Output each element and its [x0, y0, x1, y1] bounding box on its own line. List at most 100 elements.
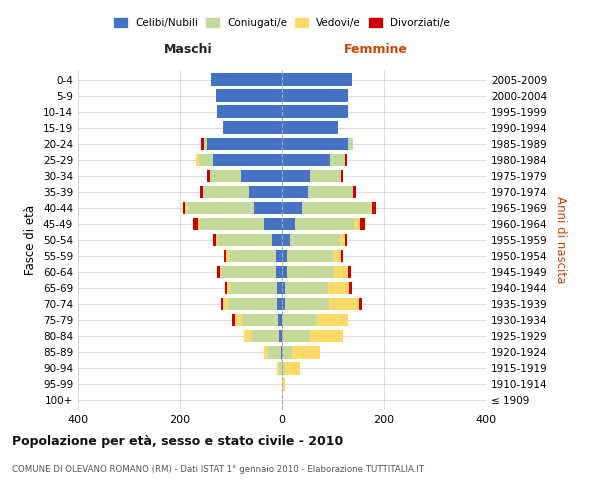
- Bar: [217, 106, 282, 118]
- Bar: [282, 250, 287, 262]
- Bar: [217, 266, 220, 278]
- Text: Popolazione per età, sesso e stato civile - 2010: Popolazione per età, sesso e stato civil…: [12, 435, 343, 448]
- Bar: [284, 362, 300, 374]
- Bar: [277, 298, 282, 310]
- Bar: [282, 90, 349, 102]
- Bar: [359, 298, 362, 310]
- Bar: [281, 346, 282, 358]
- Bar: [340, 234, 345, 246]
- Bar: [282, 106, 349, 118]
- Bar: [264, 346, 268, 358]
- Bar: [292, 346, 320, 358]
- Bar: [310, 170, 341, 182]
- Bar: [204, 138, 206, 150]
- Bar: [282, 202, 302, 214]
- Bar: [353, 186, 356, 198]
- Bar: [206, 138, 282, 150]
- Bar: [220, 266, 223, 278]
- Bar: [341, 170, 343, 182]
- Bar: [284, 298, 329, 310]
- Bar: [185, 202, 188, 214]
- Bar: [329, 298, 359, 310]
- Bar: [268, 346, 281, 358]
- Bar: [216, 234, 218, 246]
- Bar: [282, 170, 310, 182]
- Bar: [226, 250, 229, 262]
- Bar: [223, 122, 282, 134]
- Bar: [209, 170, 241, 182]
- Bar: [287, 266, 334, 278]
- Bar: [280, 330, 282, 342]
- Bar: [282, 122, 338, 134]
- Bar: [282, 346, 292, 358]
- Bar: [276, 266, 282, 278]
- Bar: [213, 154, 282, 166]
- Y-axis label: Fasce di età: Fasce di età: [25, 205, 37, 275]
- Bar: [290, 234, 340, 246]
- Bar: [277, 362, 280, 374]
- Bar: [282, 330, 310, 342]
- Bar: [328, 282, 349, 294]
- Bar: [207, 170, 209, 182]
- Bar: [345, 234, 347, 246]
- Bar: [196, 154, 199, 166]
- Legend: Celibi/Nubili, Coniugati/e, Vedovi/e, Divorziati/e: Celibi/Nubili, Coniugati/e, Vedovi/e, Di…: [110, 14, 454, 32]
- Bar: [224, 250, 226, 262]
- Bar: [370, 202, 372, 214]
- Bar: [276, 250, 282, 262]
- Bar: [282, 314, 317, 326]
- Bar: [232, 314, 235, 326]
- Bar: [317, 314, 349, 326]
- Bar: [282, 362, 284, 374]
- Bar: [229, 298, 277, 310]
- Bar: [277, 282, 282, 294]
- Bar: [225, 282, 227, 294]
- Bar: [345, 154, 347, 166]
- Bar: [282, 218, 295, 230]
- Text: Maschi: Maschi: [164, 44, 212, 57]
- Bar: [282, 298, 284, 310]
- Bar: [349, 138, 353, 150]
- Bar: [284, 282, 328, 294]
- Bar: [333, 250, 341, 262]
- Bar: [199, 154, 213, 166]
- Bar: [244, 330, 251, 342]
- Bar: [295, 218, 355, 230]
- Bar: [202, 138, 204, 150]
- Bar: [287, 250, 333, 262]
- Bar: [223, 298, 229, 310]
- Bar: [227, 282, 230, 294]
- Bar: [278, 314, 282, 326]
- Bar: [188, 202, 254, 214]
- Bar: [282, 378, 284, 390]
- Bar: [229, 250, 276, 262]
- Bar: [242, 314, 278, 326]
- Bar: [372, 202, 376, 214]
- Bar: [251, 330, 280, 342]
- Bar: [272, 234, 282, 246]
- Bar: [203, 186, 249, 198]
- Bar: [282, 282, 284, 294]
- Bar: [360, 218, 365, 230]
- Bar: [235, 314, 242, 326]
- Bar: [349, 266, 351, 278]
- Bar: [216, 90, 282, 102]
- Bar: [282, 266, 287, 278]
- Bar: [182, 202, 185, 214]
- Bar: [308, 186, 353, 198]
- Bar: [264, 218, 282, 230]
- Bar: [341, 250, 343, 262]
- Bar: [282, 154, 331, 166]
- Bar: [282, 234, 290, 246]
- Bar: [349, 282, 352, 294]
- Bar: [282, 138, 349, 150]
- Bar: [331, 154, 345, 166]
- Text: Femmine: Femmine: [344, 44, 408, 57]
- Bar: [355, 218, 360, 230]
- Bar: [302, 202, 370, 214]
- Y-axis label: Anni di nascita: Anni di nascita: [554, 196, 567, 284]
- Bar: [254, 202, 282, 214]
- Bar: [213, 234, 216, 246]
- Bar: [334, 266, 349, 278]
- Bar: [200, 218, 264, 230]
